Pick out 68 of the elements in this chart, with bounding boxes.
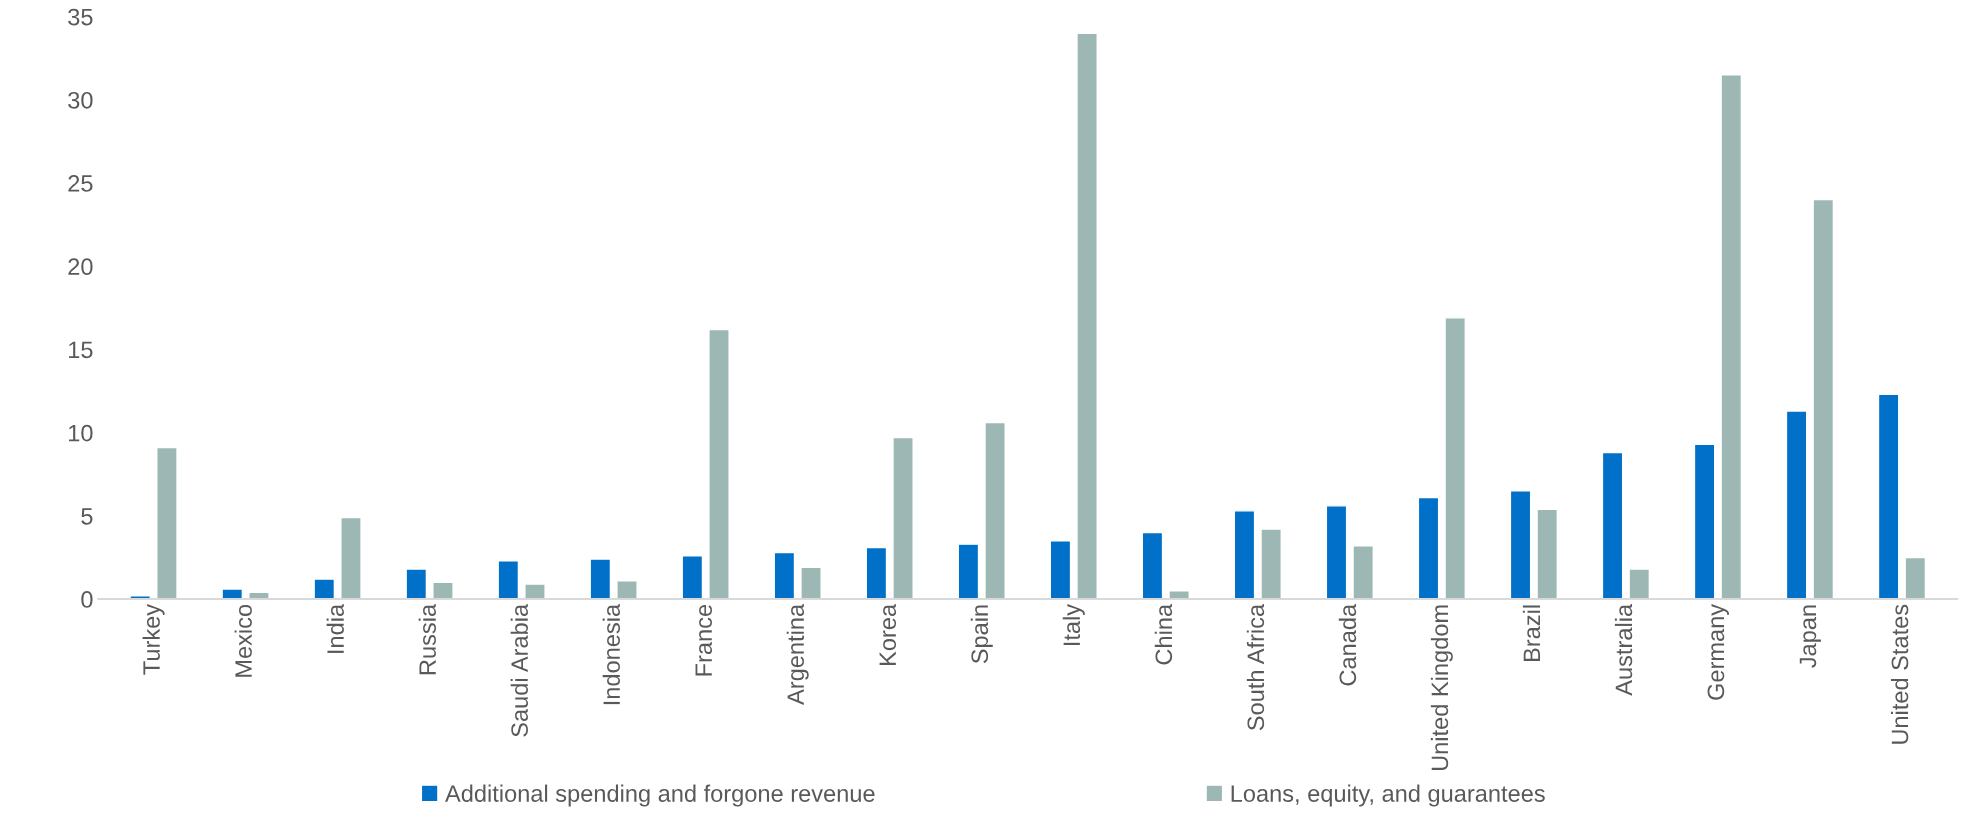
bar — [497, 560, 520, 600]
bar — [221, 588, 244, 600]
y-tick-label: 20 — [68, 258, 93, 276]
bar — [1904, 556, 1927, 600]
bar — [957, 543, 980, 600]
bar — [1693, 443, 1716, 600]
x-tick-label: United Kingdom — [1430, 605, 1453, 771]
bar — [340, 516, 362, 600]
bar — [524, 583, 546, 600]
x-tick-label: Indonesia — [602, 603, 620, 705]
x-tick-label: Italy — [1062, 603, 1085, 646]
x-tick-label: France — [695, 604, 713, 676]
bar — [1049, 540, 1072, 600]
y-tick-label: 25 — [68, 175, 93, 192]
bar — [708, 328, 730, 600]
bar — [1233, 510, 1256, 600]
y-tick-label: 0 — [81, 591, 93, 608]
x-tick-label: China — [1154, 603, 1173, 665]
x-tick-label: Australia — [1614, 603, 1633, 696]
y-tick-label: 30 — [68, 91, 93, 109]
x-tick-label: Saudi Arabia — [510, 603, 528, 737]
bar — [589, 558, 612, 600]
x-tick-label: Turkey — [142, 603, 165, 675]
bar — [984, 421, 1006, 600]
x-tick-label: Brazil — [1522, 605, 1541, 661]
x-tick-label: Spain — [970, 605, 993, 664]
bar — [1325, 505, 1348, 600]
bar — [1260, 528, 1282, 600]
bar — [865, 546, 888, 600]
x-tick-label: Russia — [418, 603, 436, 675]
x-tick-label: Germany — [1707, 603, 1729, 700]
x-tick-label: Japan — [1799, 605, 1821, 668]
bar — [1509, 490, 1532, 600]
y-tick-label: 10 — [69, 424, 93, 442]
bar — [1168, 590, 1190, 600]
bar — [892, 436, 914, 600]
bar — [313, 578, 336, 600]
y-tick-label: 35 — [68, 8, 93, 26]
bar — [1444, 317, 1467, 600]
bar — [1352, 545, 1374, 600]
x-tick-label: United States — [1890, 604, 1909, 744]
bar — [1628, 568, 1651, 600]
bar — [1536, 508, 1559, 600]
legend-label: Loans, equity, and guarantees — [1231, 784, 1545, 807]
x-tick-label: Canada — [1338, 603, 1357, 686]
bar — [405, 568, 428, 600]
bar — [1720, 74, 1743, 600]
bar — [800, 566, 822, 600]
bar — [1877, 393, 1900, 600]
x-tick-label: Korea — [879, 603, 897, 665]
bar — [616, 580, 638, 600]
x-tick-label: South Africa — [1246, 603, 1265, 731]
bar — [1076, 32, 1098, 600]
x-tick-label: Mexico — [234, 604, 252, 677]
y-tick-label: 15 — [69, 341, 93, 359]
bar — [1601, 451, 1624, 600]
bar — [1785, 410, 1808, 600]
bar — [1141, 531, 1164, 600]
legend-label: Additional spending and forgone revenue — [445, 784, 875, 807]
bar — [681, 555, 704, 600]
bar — [432, 581, 454, 600]
bar — [156, 446, 178, 600]
bar — [773, 551, 796, 600]
y-tick-label: 5 — [81, 508, 93, 525]
x-tick-label: India — [326, 603, 344, 653]
x-tick-label: Argentina — [786, 603, 809, 705]
bar — [1417, 496, 1440, 600]
bar — [1812, 198, 1835, 600]
